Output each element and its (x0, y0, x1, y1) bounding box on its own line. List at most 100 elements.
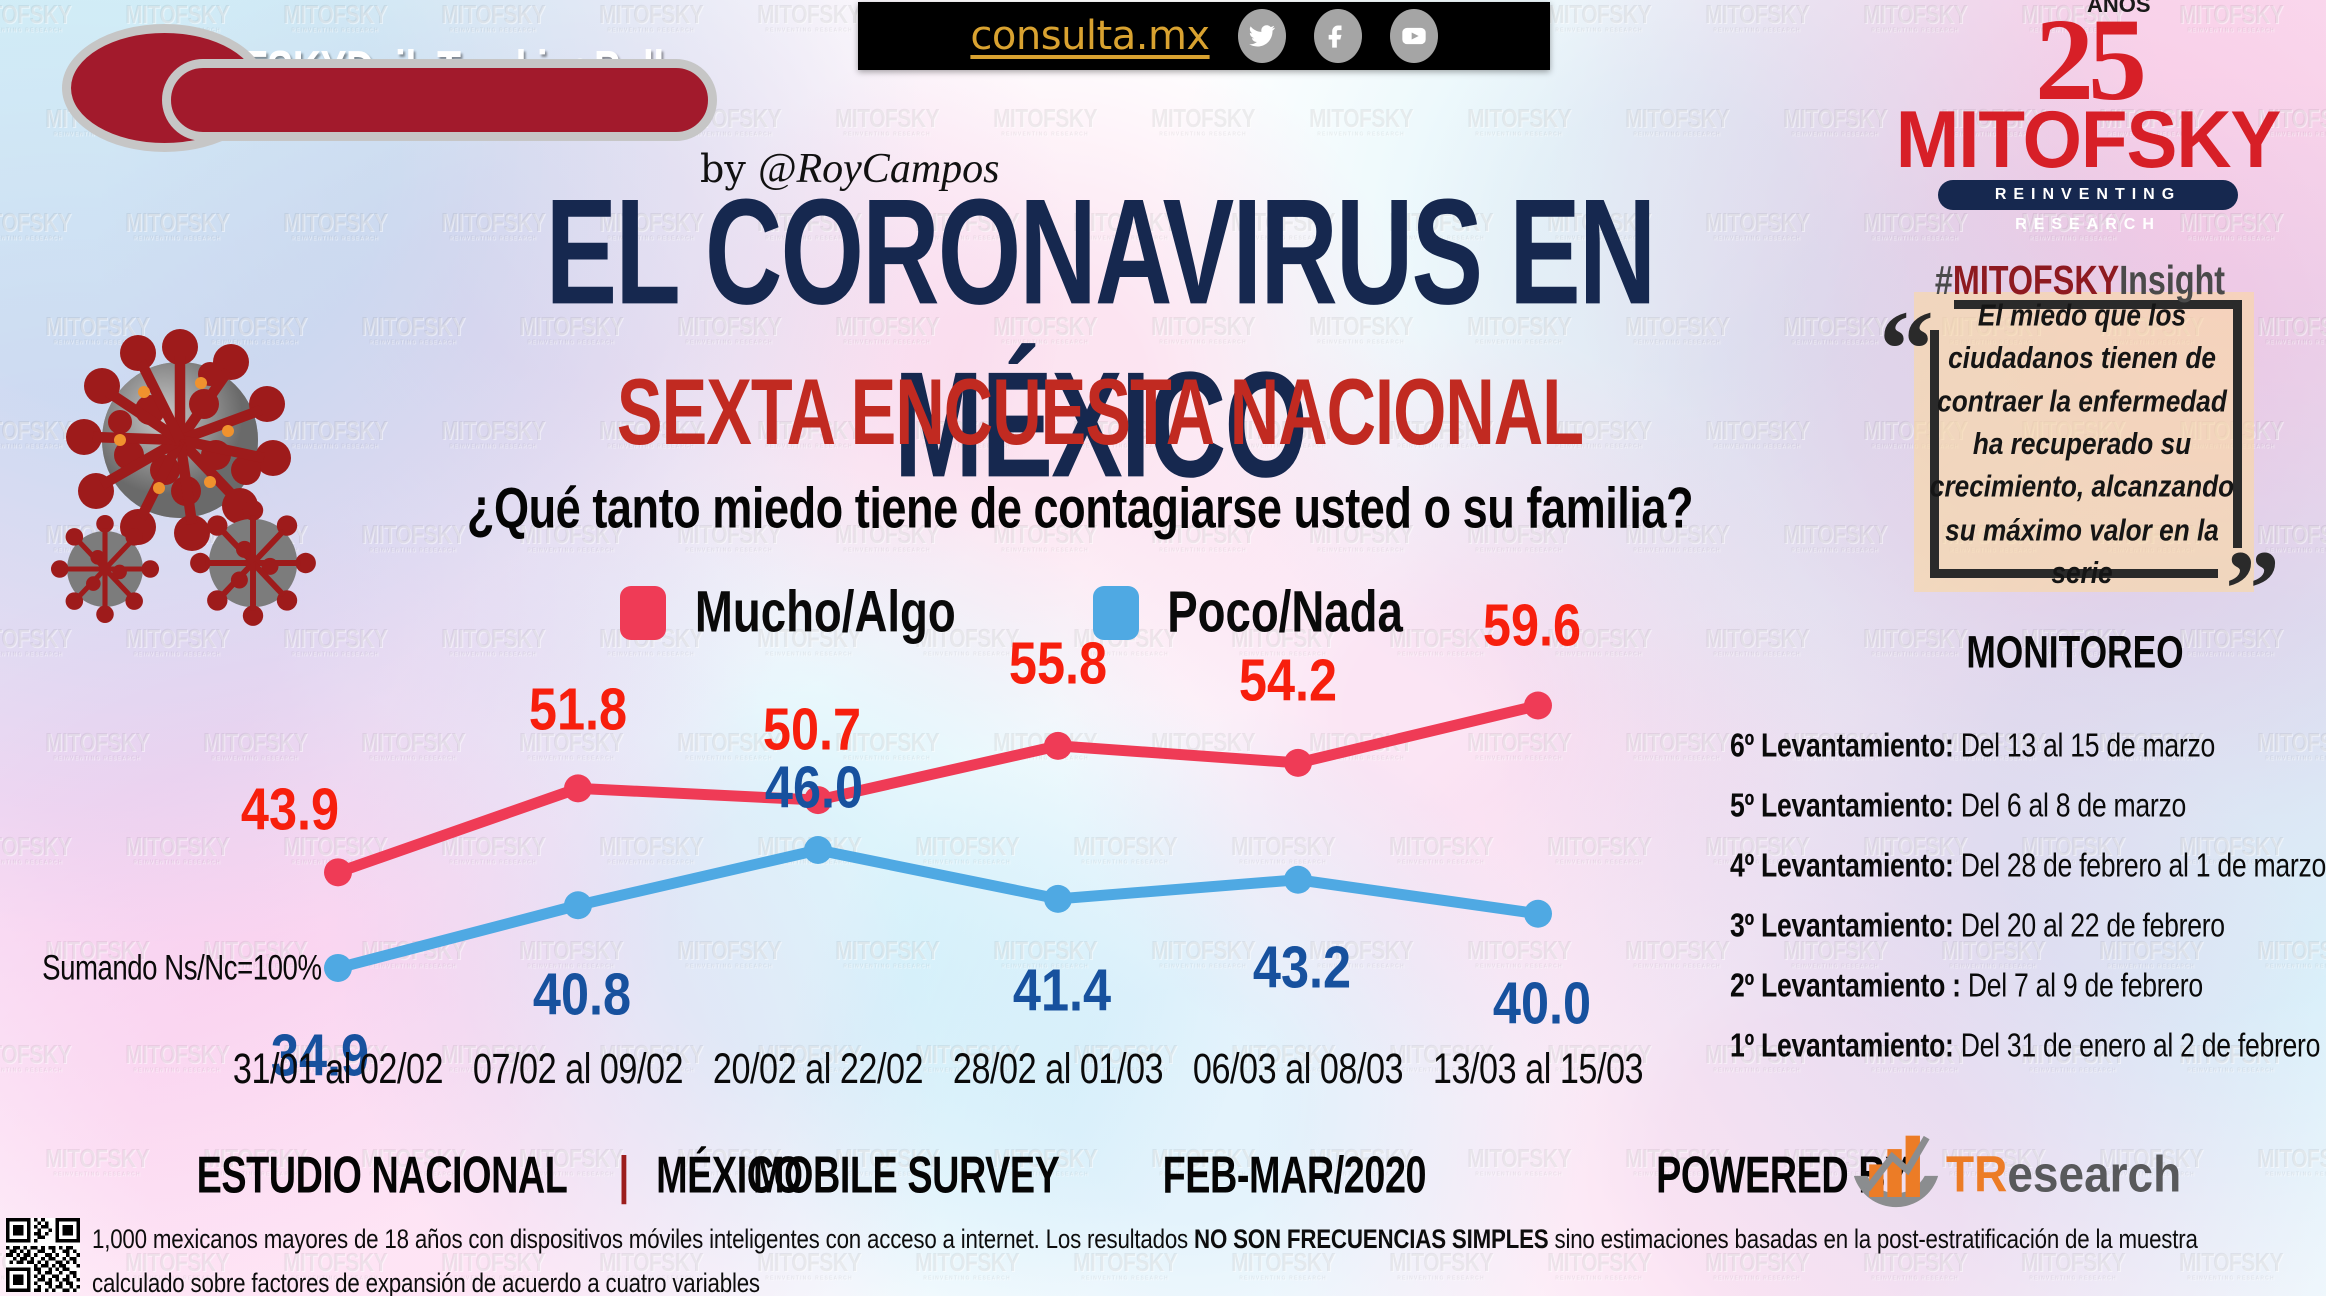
monitoreo-title: MONITOREO (1966, 627, 2184, 679)
tresearch-suffix: esearch (2007, 1145, 2182, 1203)
monitoreo-item-label: 5º Levantamiento: (1730, 787, 1954, 824)
data-point (804, 836, 832, 864)
legend-swatch-mucho-algo (620, 585, 666, 640)
hashtag-badge-bar (162, 59, 717, 141)
methodology-footnote: 1,000 mexicanos mayores de 18 años con d… (92, 1218, 2216, 1296)
legend-item-poco-nada: Poco/Nada (1092, 580, 1409, 645)
series-line (332, 700, 1544, 878)
monitoreo-item: 3º Levantamiento: Del 20 al 22 de febrer… (1730, 907, 2287, 945)
survey-question: ¿Qué tanto miedo tiene de contagiarse us… (466, 475, 1694, 540)
consulta-mx-link[interactable]: consulta.mx (970, 13, 1210, 59)
monitoreo-item-dates: Del 28 de febrero al 1 de marzo (1953, 847, 2326, 884)
period-label: FEB-MAR/2020 (1162, 1145, 1427, 1204)
insight-word: Insight (2119, 258, 2226, 304)
logo-years-number: 25 (2035, 0, 2147, 125)
legend-swatch-poco-nada (1092, 585, 1139, 640)
country-label: MÉXICO (656, 1145, 803, 1204)
monitoreo-item: 6º Levantamiento: Del 13 al 15 de marzo (1730, 727, 2287, 765)
monitoreo-item-dates: Del 13 al 15 de marzo (1953, 727, 2216, 764)
twitter-icon[interactable] (1237, 9, 1286, 63)
monitoreo-item-label: 2º Levantamiento : (1730, 967, 1961, 1004)
hashtag-badge (62, 24, 717, 152)
legend-item-mucho-algo: Mucho/Algo (620, 580, 963, 645)
data-point (1284, 865, 1312, 894)
data-label-poco-nada: 40.8 (532, 961, 632, 1029)
top-bar: consulta.mx (858, 2, 1550, 70)
insight-box-background (1914, 292, 2254, 592)
monitoreo-item-label: 1º Levantamiento: (1730, 1027, 1954, 1064)
data-label-poco-nada: 43.2 (1252, 934, 1352, 1002)
footnote-emphasis: NO SON FRECUENCIAS SIMPLES (1194, 1223, 1549, 1254)
coronavirus-illustration-large (66, 329, 291, 551)
monitoreo-item-label: 6º Levantamiento: (1730, 727, 1954, 764)
data-label-poco-nada: 41.4 (1012, 957, 1112, 1025)
insight-title: #MITOFSKYInsight (1900, 258, 2261, 305)
qr-code-icon (6, 1218, 80, 1292)
tresearch-logo: TResearch (1848, 1128, 2181, 1220)
chart-canvas (324, 691, 1552, 982)
x-axis-label: 20/02 al 22/02 (712, 1044, 924, 1093)
data-point (564, 891, 592, 920)
ns-nc-note: Sumando Ns/Nc=100% (42, 948, 322, 988)
insight-frame-top (1954, 300, 2242, 309)
mode-label: MOBILE SURVEY (753, 1145, 1060, 1204)
data-label-mucho-algo: 54.2 (1238, 647, 1338, 715)
x-axis-label: 06/03 al 08/03 (1192, 1044, 1404, 1093)
chart-legend: Mucho/Algo Poco/Nada (620, 580, 1409, 645)
mitofsky-logo: 25 AÑOS MITOFSKY REINVENTING RESEARCH (1896, 0, 2282, 233)
data-point (324, 953, 352, 982)
insight-hash: # (1934, 258, 1953, 304)
bottom-separator: | (618, 1145, 630, 1204)
data-point (1044, 884, 1072, 913)
monitoreo-item-label: 4º Levantamiento: (1730, 847, 1954, 884)
monitoreo-item-dates: Del 7 al 9 de febrero (1960, 967, 2203, 1004)
monitoreo-item: 5º Levantamiento: Del 6 al 8 de marzo (1730, 787, 2287, 825)
x-axis-label: 13/03 al 15/03 (1432, 1044, 1644, 1093)
x-axis-label: 28/02 al 01/03 (952, 1044, 1164, 1093)
data-label-poco-nada: 46.0 (764, 754, 864, 822)
monitoreo-item-label: 3º Levantamiento: (1730, 907, 1954, 944)
logo-years-label: AÑOS (2087, 0, 2151, 17)
coronavirus-illustration-small-left (50, 514, 160, 624)
bottom-strip: ESTUDIO NACIONAL | MÉXICO MOBILE SURVEY … (0, 1134, 2326, 1216)
data-point (1284, 748, 1312, 777)
page-subtitle: SEXTA ENCUESTA NACIONAL (616, 361, 1584, 465)
byline-handle: @RoyCampos (757, 146, 1000, 192)
quote-close-icon: ” (2225, 528, 2280, 650)
data-label-poco-nada: 40.0 (1492, 970, 1592, 1038)
logo-tagline: REINVENTING RESEARCH (1938, 180, 2238, 233)
coronavirus-illustration-small-right (190, 500, 316, 626)
insight-frame-right (2233, 300, 2242, 548)
data-point (564, 774, 592, 803)
tresearch-prefix: TR (1946, 1145, 2008, 1203)
facebook-icon[interactable] (1313, 9, 1362, 63)
data-point (324, 858, 352, 887)
data-label-poco-nada: 34.9 (270, 1022, 370, 1090)
page-title: EL CORONAVIRUS EN MÉXICO (545, 167, 1657, 509)
data-point (1044, 731, 1072, 760)
data-label-mucho-algo: 55.8 (1008, 630, 1108, 698)
monitoreo-item-dates: Del 6 al 8 de marzo (1953, 787, 2187, 824)
logo-25-years: 25 AÑOS (2035, 0, 2151, 119)
monitoreo-item-dates: Del 31 de enero al 2 de febrero (1953, 1027, 2321, 1064)
byline: by @RoyCampos (700, 145, 1000, 193)
youtube-icon[interactable] (1389, 9, 1438, 63)
insight-quote-text: El miedo que los ciudadanos tienen de co… (1929, 298, 2235, 590)
insight-frame-left (1930, 330, 1939, 578)
tresearch-mark-icon (1848, 1128, 1944, 1220)
x-axis-label: 31/01 al 02/02 (232, 1044, 444, 1093)
